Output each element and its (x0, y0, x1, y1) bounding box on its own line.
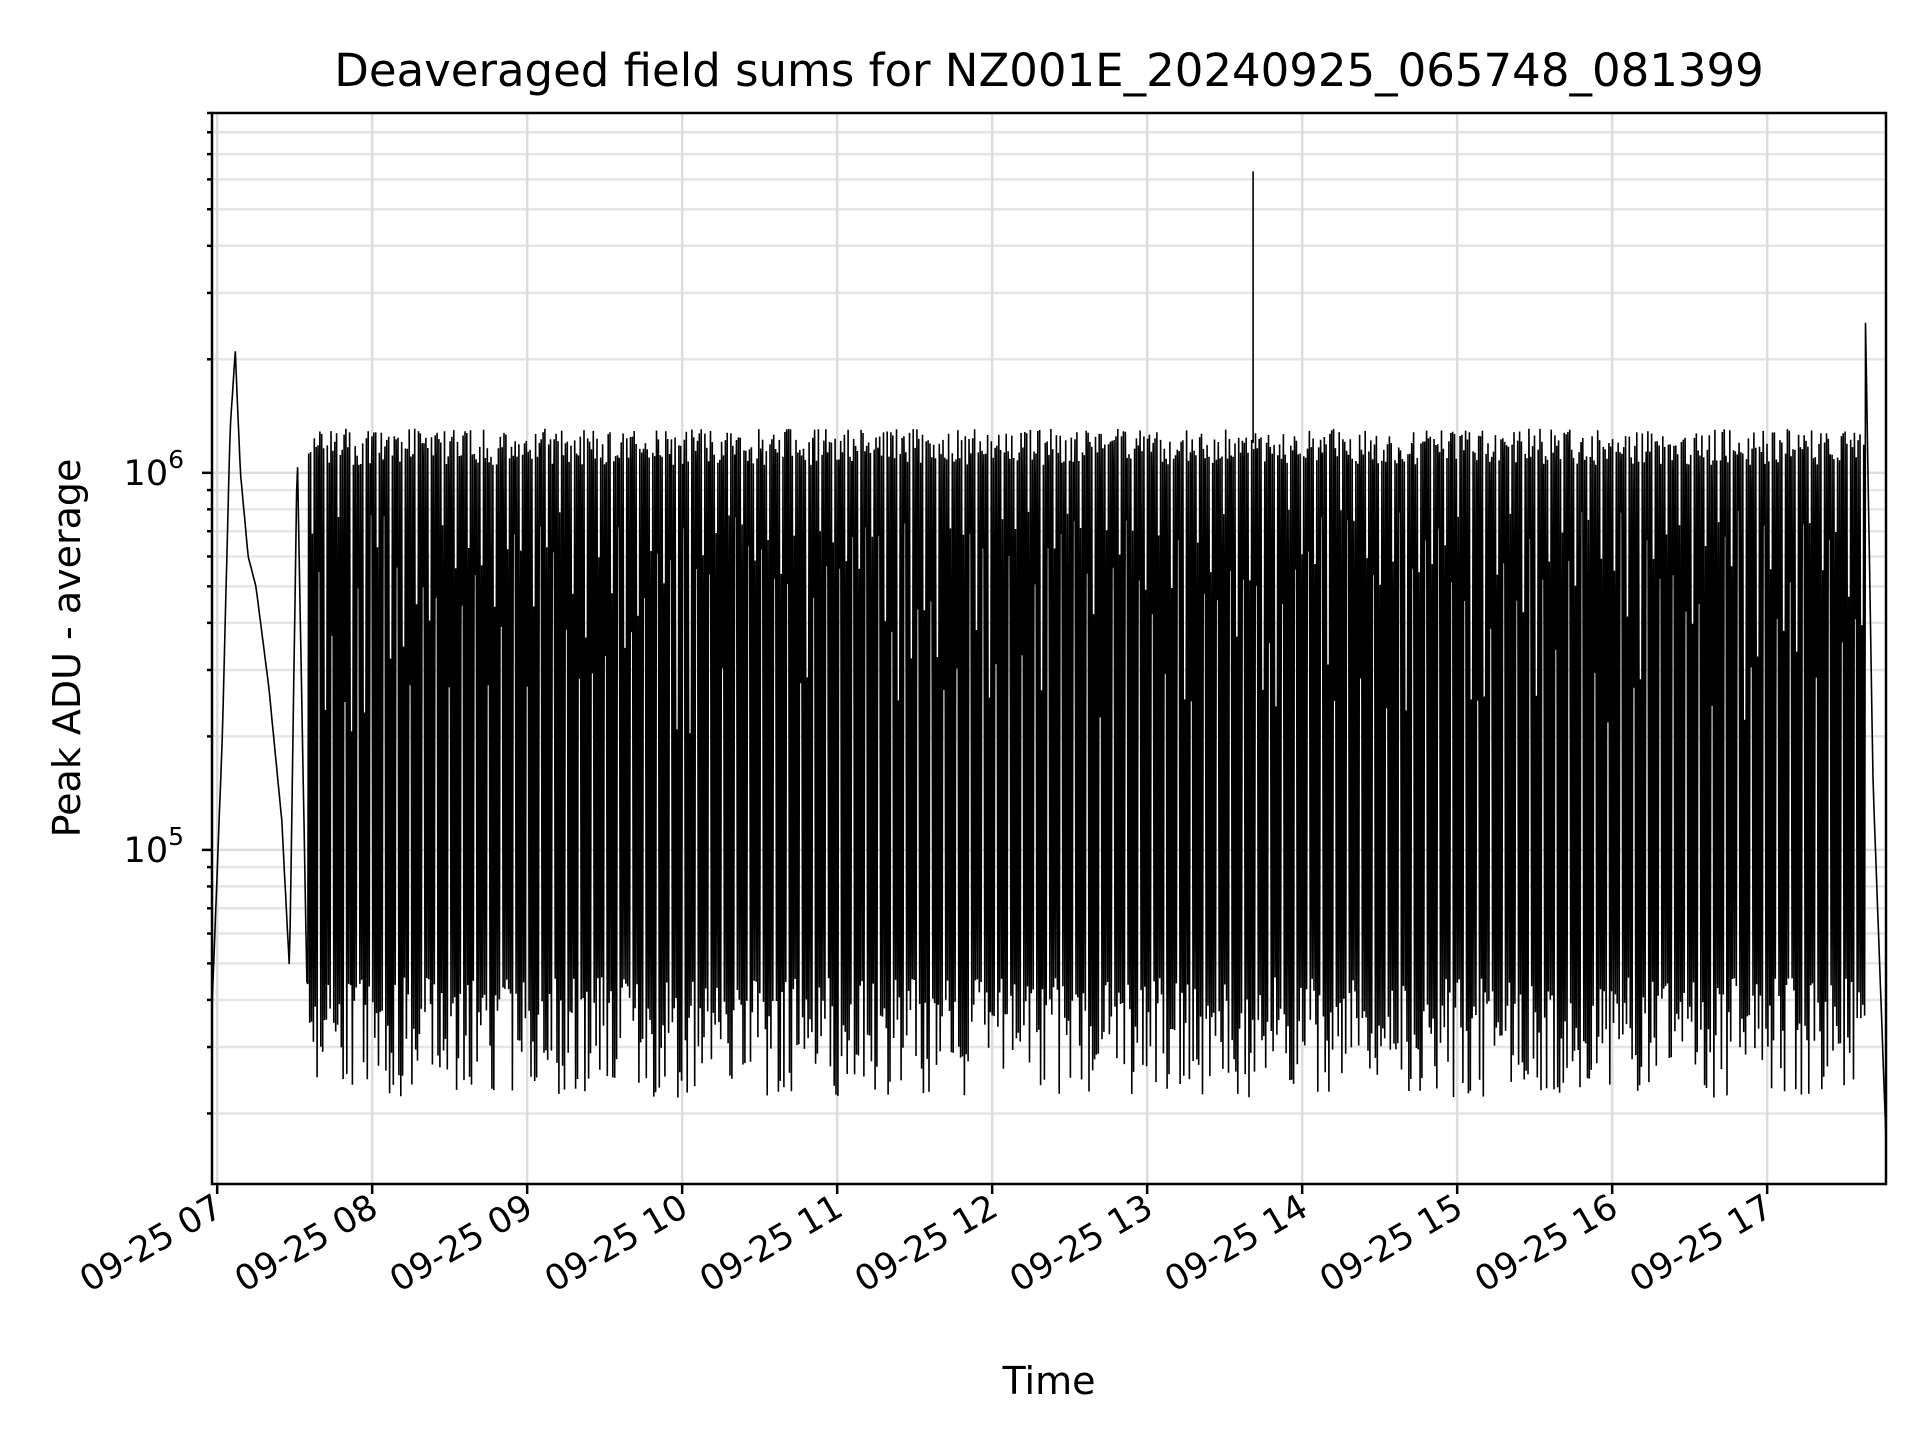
chart-title: Deaveraged field sums for NZ001E_2024092… (334, 44, 1763, 97)
x-axis-label: Time (1002, 1359, 1096, 1403)
y-axis-label: Peak ADU - average (45, 459, 89, 838)
